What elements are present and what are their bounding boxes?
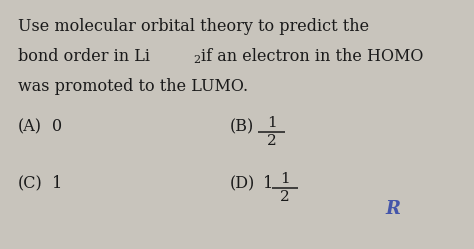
Text: was promoted to the LUMO.: was promoted to the LUMO. [18,78,248,95]
Text: 0: 0 [52,118,62,135]
Text: 2: 2 [193,55,200,65]
Text: 1: 1 [267,116,277,130]
Text: R: R [385,200,400,218]
Text: Use molecular orbital theory to predict the: Use molecular orbital theory to predict … [18,18,369,35]
Text: (D): (D) [230,175,255,192]
Text: 1: 1 [52,175,62,192]
Text: if an electron in the HOMO: if an electron in the HOMO [201,48,423,65]
Text: (A): (A) [18,118,42,135]
Text: 2: 2 [267,134,277,148]
Text: 2: 2 [280,190,290,204]
Text: 1: 1 [263,175,273,192]
Text: (B): (B) [230,118,254,135]
Text: 1: 1 [280,172,290,186]
Text: (C): (C) [18,175,43,192]
Text: bond order in Li: bond order in Li [18,48,150,65]
